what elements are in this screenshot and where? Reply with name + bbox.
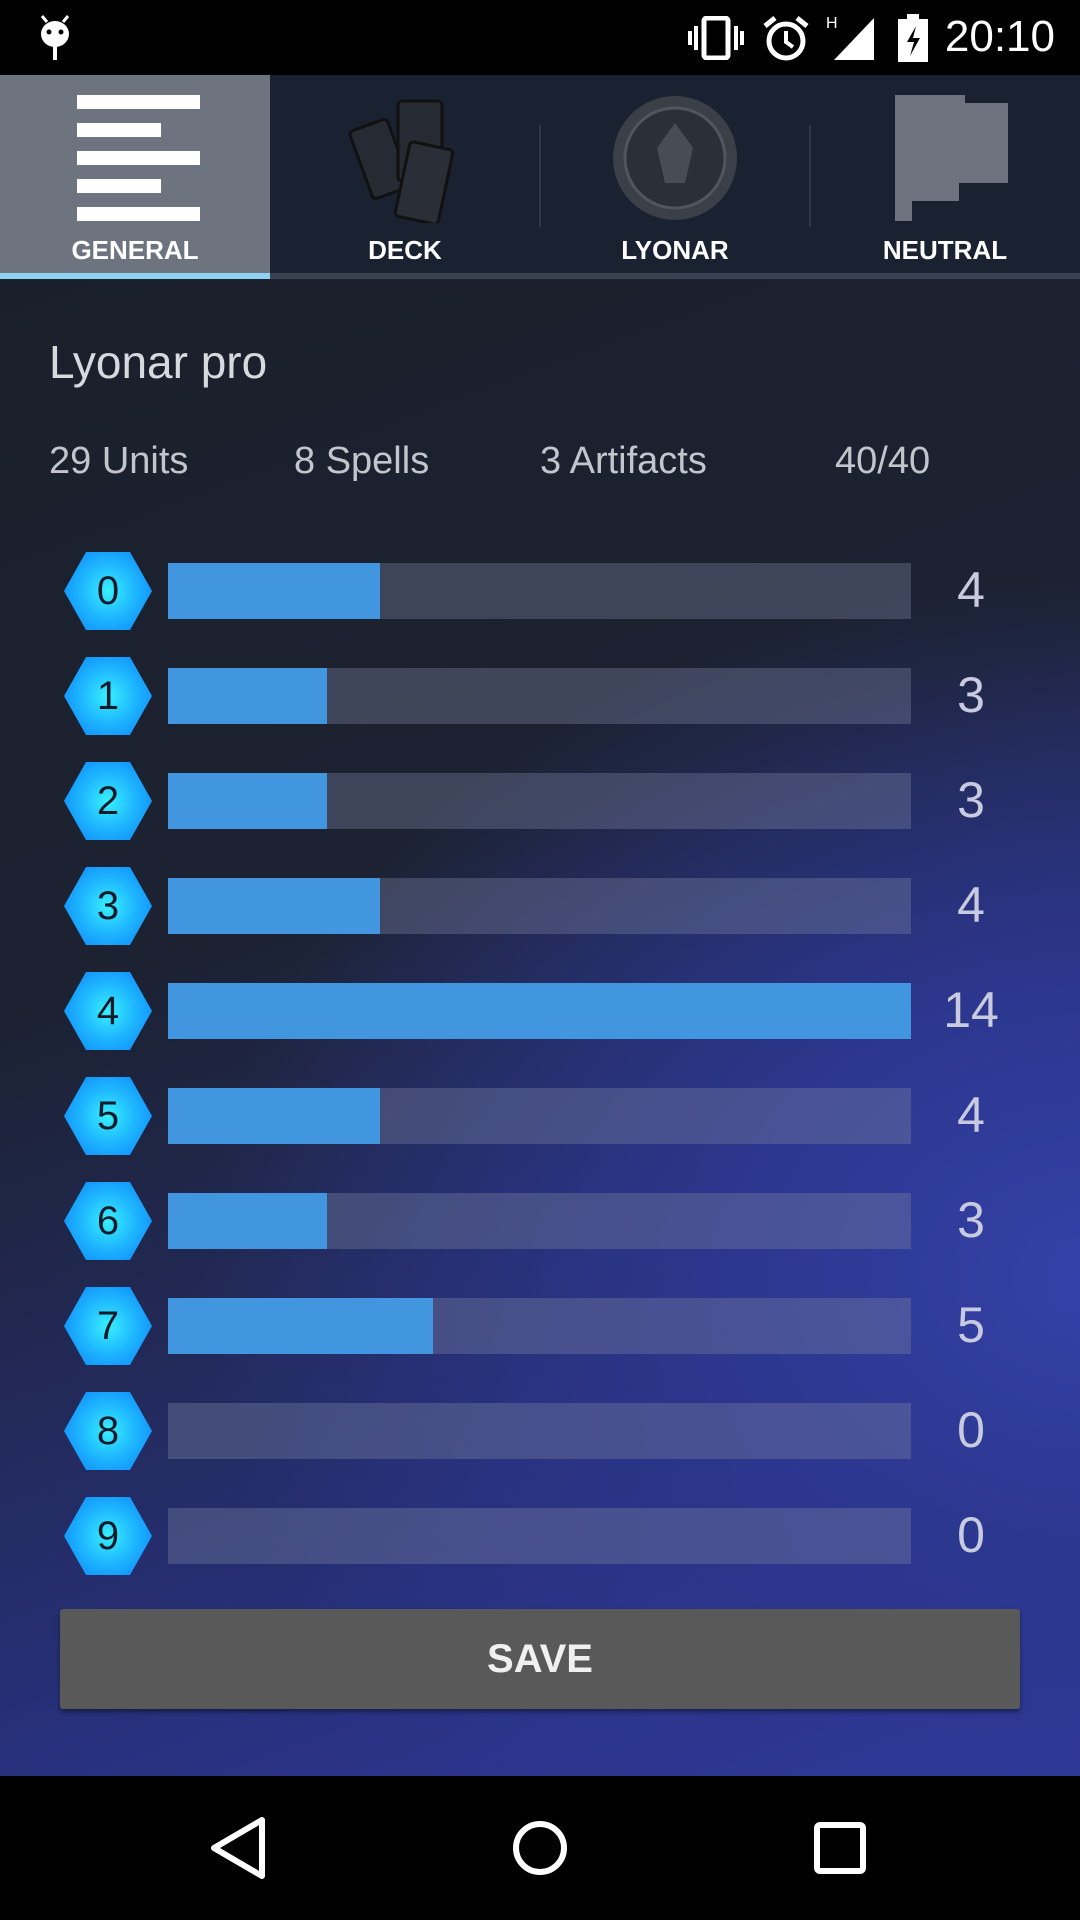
curve-bar-track: [168, 668, 911, 724]
curve-row-6: 6 3: [0, 1173, 1080, 1278]
mana-cost-gem-icon: 0: [64, 552, 152, 630]
tab-deck[interactable]: DECK: [270, 75, 540, 273]
mana-cost-gem-icon: 6: [64, 1182, 152, 1260]
curve-bar-track: [168, 1298, 911, 1354]
curve-bar-fill: [168, 1088, 381, 1144]
curve-count: 4: [957, 877, 985, 933]
curve-bar-fill: [168, 983, 911, 1039]
curve-count: 3: [957, 772, 985, 828]
curve-count: 4: [957, 1087, 985, 1143]
android-debug-icon: [40, 15, 70, 60]
vibrate-icon: [688, 16, 744, 60]
curve-bar-track: [168, 983, 911, 1039]
curve-count: 0: [957, 1507, 985, 1563]
curve-row-2: 2 3: [0, 753, 1080, 858]
mana-cost-gem-icon: 5: [64, 1077, 152, 1155]
curve-bar-track: [168, 1088, 911, 1144]
mana-cost-gem-icon: 3: [64, 867, 152, 945]
curve-row-1: 1 3: [0, 648, 1080, 753]
curve-count: 14: [943, 982, 999, 1038]
curve-row-8: 8 0: [0, 1383, 1080, 1488]
divider: [809, 125, 811, 227]
tab-label: DECK: [368, 235, 442, 265]
mana-cost-gem-icon: 8: [64, 1392, 152, 1470]
curve-bar-fill: [168, 878, 381, 934]
curve-row-0: 0 4: [0, 543, 1080, 648]
curve-bar-track: [168, 1508, 911, 1564]
curve-bar-fill: [168, 773, 328, 829]
mana-cost-gem-icon: 4: [64, 972, 152, 1050]
home-icon[interactable]: [500, 1808, 580, 1888]
curve-bar-fill: [168, 1298, 434, 1354]
tab-label: NEUTRAL: [882, 235, 1008, 265]
curve-bar-track: [168, 773, 911, 829]
mana-cost-gem-icon: 1: [64, 657, 152, 735]
tab-bar: GENERAL DECK LYONAR NEUTRAL: [0, 75, 1080, 280]
navigation-bar: [0, 1776, 1080, 1920]
save-button[interactable]: SAVE: [60, 1609, 1020, 1709]
deck-name: Lyonar pro: [49, 336, 268, 388]
clock: 20:10: [944, 12, 1055, 61]
tab-neutral[interactable]: NEUTRAL: [810, 75, 1080, 273]
mana-cost-gem-icon: 7: [64, 1287, 152, 1365]
tab-label: LYONAR: [621, 235, 729, 265]
curve-bar-track: [168, 563, 911, 619]
curve-count: 0: [957, 1402, 985, 1458]
tab-indicator: [0, 273, 270, 279]
tab-lyonar[interactable]: LYONAR: [540, 75, 810, 273]
curve-bar-track: [168, 878, 911, 934]
recents-icon[interactable]: [800, 1808, 880, 1888]
back-icon[interactable]: [200, 1808, 280, 1888]
curve-row-3: 3 4: [0, 858, 1080, 963]
artifacts-count: 3 Artifacts: [540, 440, 707, 482]
mana-cost-gem-icon: 9: [64, 1497, 152, 1575]
curve-count: 5: [957, 1297, 985, 1353]
curve-bar-fill: [168, 563, 381, 619]
lyonar-crest-icon: [613, 96, 737, 220]
curve-row-9: 9 0: [0, 1488, 1080, 1593]
svg-text:H: H: [826, 15, 838, 32]
divider: [539, 125, 541, 227]
curve-row-5: 5 4: [0, 1068, 1080, 1173]
app-content: GENERAL DECK LYONAR NEUTRAL Lyonar pro 2…: [0, 75, 1080, 1776]
mana-cost-gem-icon: 2: [64, 762, 152, 840]
alarm-icon: [763, 16, 809, 61]
curve-count: 3: [957, 667, 985, 723]
units-count: 29 Units: [49, 440, 189, 482]
curve-bar-fill: [168, 668, 328, 724]
status-bar: H 20:10: [0, 0, 1080, 75]
curve-count: 4: [957, 562, 985, 618]
deck-total: 40/40: [835, 440, 931, 482]
cards-icon: [348, 99, 455, 223]
list-icon: [77, 95, 200, 221]
curve-row-4: 4 14: [0, 963, 1080, 1068]
tab-indicator-track: [0, 273, 1080, 279]
tab-general[interactable]: GENERAL: [0, 75, 270, 273]
flag-icon: [895, 95, 1008, 221]
curve-bar-track: [168, 1193, 911, 1249]
curve-row-7: 7 5: [0, 1278, 1080, 1383]
signal-h-icon: H: [826, 15, 874, 60]
tab-label: GENERAL: [71, 235, 199, 265]
curve-bar-track: [168, 1403, 911, 1459]
curve-bar-fill: [168, 1193, 328, 1249]
spells-count: 8 Spells: [294, 440, 430, 482]
curve-count: 3: [957, 1192, 985, 1248]
battery-charging-icon: [898, 14, 928, 62]
